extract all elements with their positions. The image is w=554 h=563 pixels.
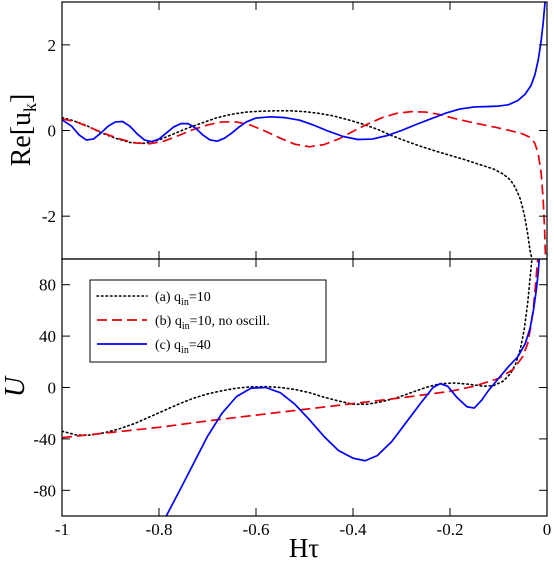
top-y-axis-label: Re[uk] bbox=[6, 94, 40, 167]
legend-entry-a: (a) qin=10 bbox=[96, 290, 211, 308]
legend-label-c: (c) qin=40 bbox=[155, 338, 211, 356]
legend-entry-b: (b) qin=10, no oscill. bbox=[97, 314, 270, 332]
legend-label-a: (a) qin=10 bbox=[155, 290, 211, 308]
top-ticks: -2 0 2 bbox=[42, 2, 548, 259]
x-tick-label: -0.4 bbox=[340, 520, 367, 539]
top-series-a bbox=[62, 110, 533, 259]
x-tick-label: -0.6 bbox=[243, 520, 270, 539]
legend: (a) qin=10 (b) qin=10, no oscill. (c) qi… bbox=[89, 279, 327, 363]
legend-entry-c: (c) qin=40 bbox=[97, 338, 211, 356]
bottom-series-group bbox=[62, 259, 541, 516]
top-panel: -2 0 2 Re[uk] bbox=[6, 1, 548, 260]
bottom-y-tick-label: -80 bbox=[33, 481, 56, 500]
bottom-y-tick-label: -40 bbox=[33, 430, 56, 449]
x-tick-label: -0.8 bbox=[146, 520, 173, 539]
x-axis-label: Hτ bbox=[289, 533, 319, 563]
bottom-y-tick-label: 0 bbox=[48, 379, 57, 398]
bottom-series-c bbox=[165, 259, 541, 516]
x-tick-label: -0.2 bbox=[437, 520, 464, 539]
top-y-axis-label-close: ] bbox=[6, 94, 37, 103]
top-y-tick-label: -2 bbox=[42, 207, 56, 226]
bottom-panel: -1 -0.8 -0.6 -0.4 -0.2 0 -80 -40 0 40 80 U Hτ (a) … bbox=[0, 258, 551, 563]
bottom-y-tick-label: 80 bbox=[39, 276, 56, 295]
top-series-group bbox=[62, 2, 547, 259]
bottom-series-a bbox=[62, 259, 533, 436]
top-series-c bbox=[62, 2, 546, 143]
legend-label-b: (b) qin=10, no oscill. bbox=[155, 314, 270, 332]
top-y-axis-label-sub: k bbox=[20, 103, 40, 112]
top-y-tick-label: 0 bbox=[48, 122, 57, 141]
bottom-y-axis-label: U bbox=[0, 375, 31, 397]
top-y-tick-label: 2 bbox=[48, 36, 57, 55]
top-series-b bbox=[62, 110, 547, 259]
top-y-axis-label-main: Re[u bbox=[6, 112, 37, 166]
bottom-y-tick-label: 40 bbox=[39, 327, 56, 346]
x-tick-label: -1 bbox=[55, 520, 69, 539]
bottom-ticks: -1 -0.8 -0.6 -0.4 -0.2 0 -80 -40 0 40 80 bbox=[33, 259, 551, 539]
x-tick-label: 0 bbox=[543, 520, 552, 539]
legend-box bbox=[89, 279, 327, 363]
